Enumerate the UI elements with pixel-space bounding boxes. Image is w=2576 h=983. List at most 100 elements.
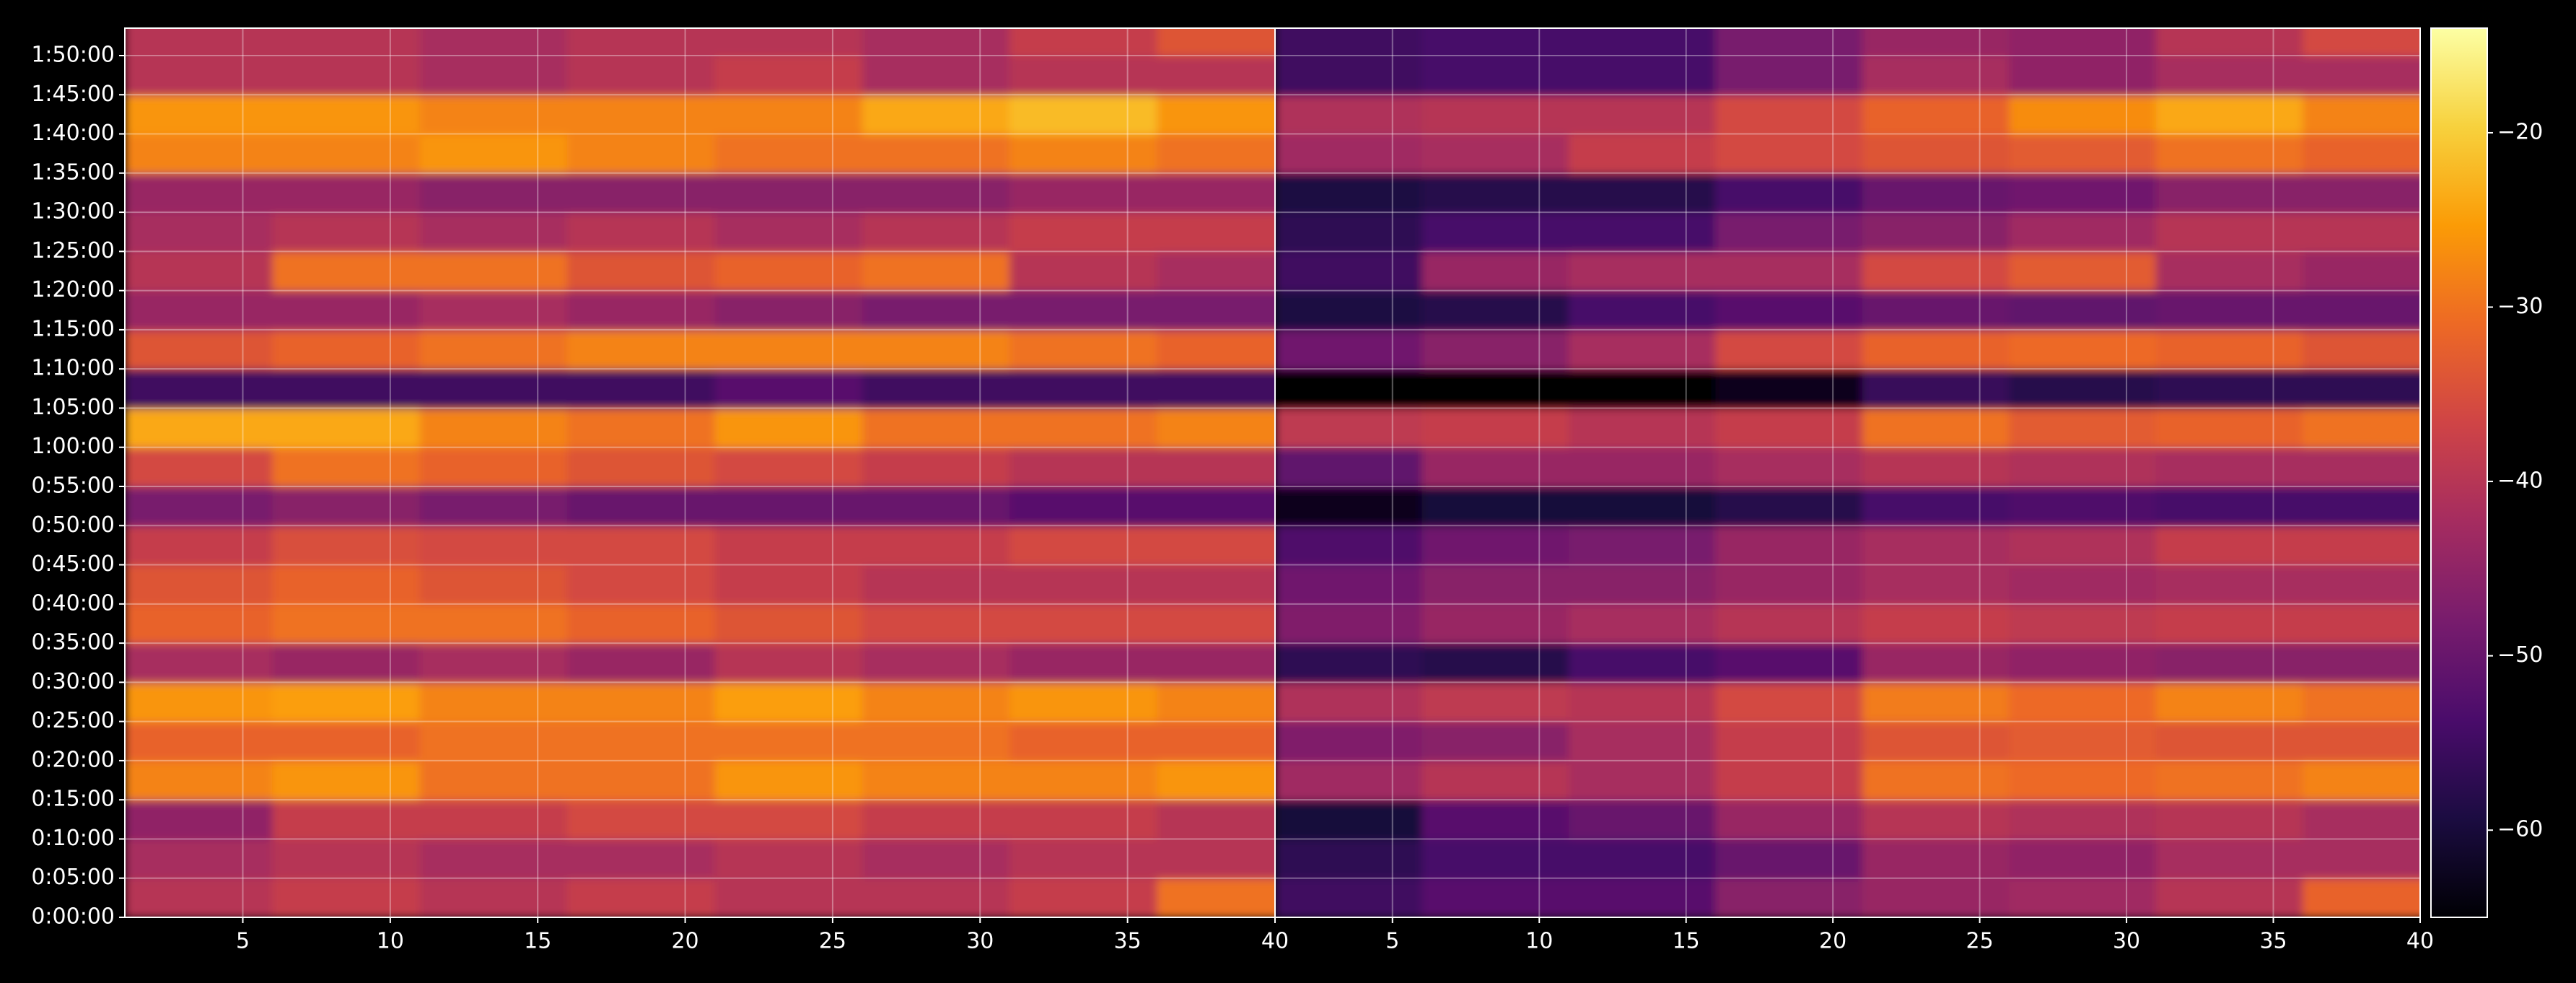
heatmap-cell bbox=[1157, 212, 1275, 253]
heatmap-cell bbox=[272, 134, 421, 174]
heatmap-cell bbox=[1715, 95, 1863, 135]
y-tick-label: 1:50:00 bbox=[31, 42, 115, 67]
x-tick-label: 30 bbox=[966, 929, 994, 954]
heatmap-cell bbox=[1157, 878, 1275, 917]
y-tick-label: 0:15:00 bbox=[31, 787, 115, 812]
heatmap-cell bbox=[1862, 134, 2010, 174]
heatmap-cell bbox=[1275, 682, 1423, 722]
heatmap-cell bbox=[714, 28, 863, 56]
heatmap-cell bbox=[714, 603, 863, 645]
heatmap-cell bbox=[567, 408, 716, 448]
heatmap-cell bbox=[1009, 760, 1158, 801]
heatmap-cell bbox=[2303, 55, 2420, 96]
heatmap-cell bbox=[1157, 760, 1275, 801]
x-tick-label: 10 bbox=[1525, 929, 1553, 954]
heatmap-cell bbox=[2303, 251, 2420, 292]
heatmap-cell bbox=[714, 95, 863, 135]
heatmap-cell bbox=[2303, 721, 2420, 761]
heatmap-cell bbox=[2303, 878, 2420, 917]
heatmap-cell bbox=[1157, 564, 1275, 605]
heatmap-cell bbox=[1715, 525, 1863, 566]
heatmap-cell bbox=[714, 760, 863, 801]
heatmap-cell bbox=[125, 603, 273, 645]
heatmap-cell bbox=[1715, 290, 1863, 331]
heatmap-cell bbox=[1715, 603, 1863, 645]
heatmap-cell bbox=[419, 251, 569, 292]
heatmap-cell bbox=[1715, 682, 1863, 722]
heatmap-cell bbox=[1275, 839, 1423, 879]
heatmap-cell bbox=[567, 800, 716, 840]
heatmap-cell bbox=[125, 134, 273, 174]
y-tick-label: 1:15:00 bbox=[31, 316, 115, 341]
heatmap-cell bbox=[1862, 172, 2010, 214]
heatmap-cell bbox=[2303, 408, 2420, 448]
heatmap-cell bbox=[2009, 525, 2157, 566]
heatmap-cell bbox=[1715, 329, 1863, 370]
heatmap-cell bbox=[1275, 760, 1423, 801]
heatmap-cell bbox=[1421, 682, 1569, 722]
heatmap-cell bbox=[2155, 95, 2304, 135]
heatmap-cell bbox=[1421, 564, 1569, 605]
heatmap-cell bbox=[862, 172, 1011, 214]
y-tick-label: 0:05:00 bbox=[31, 865, 115, 890]
heatmap-cell bbox=[125, 212, 273, 253]
heatmap-cell bbox=[2155, 212, 2304, 253]
heatmap-cell bbox=[419, 564, 569, 605]
heatmap-cell bbox=[2303, 290, 2420, 331]
heatmap-cell bbox=[1421, 251, 1569, 292]
heatmap-cell bbox=[1157, 486, 1275, 527]
heatmap-cell bbox=[862, 28, 1011, 56]
heatmap-cell bbox=[714, 643, 863, 683]
heatmap-cell bbox=[862, 95, 1011, 135]
heatmap-cell bbox=[1421, 290, 1569, 331]
heatmap-cell bbox=[1568, 447, 1717, 487]
heatmap-cell bbox=[272, 212, 421, 253]
heatmap-cell bbox=[862, 486, 1011, 527]
heatmap-cell bbox=[1421, 134, 1569, 174]
y-tick-label: 1:25:00 bbox=[31, 238, 115, 263]
heatmap-cell bbox=[1568, 760, 1717, 801]
heatmap-cell bbox=[1157, 447, 1275, 487]
heatmap-cell bbox=[714, 55, 863, 96]
heatmap-cell bbox=[1568, 603, 1717, 645]
heatmap-cell bbox=[714, 525, 863, 566]
heatmap-cell bbox=[2009, 28, 2157, 56]
heatmap-cell bbox=[1421, 525, 1569, 566]
y-tick-label: 1:35:00 bbox=[31, 160, 115, 185]
heatmap-cell bbox=[419, 643, 569, 683]
heatmap-cell bbox=[1421, 172, 1569, 214]
x-tick-label: 15 bbox=[524, 929, 551, 954]
heatmap-cell bbox=[2303, 28, 2420, 56]
heatmap-cell bbox=[714, 447, 863, 487]
heatmap-cell bbox=[125, 800, 273, 840]
heatmap-cell bbox=[714, 800, 863, 840]
heatmap-cell bbox=[2155, 369, 2304, 409]
x-tick-label: 35 bbox=[1114, 929, 1142, 954]
heatmap-cell bbox=[567, 839, 716, 879]
heatmap-cell bbox=[272, 329, 421, 370]
heatmap-cell bbox=[1421, 212, 1569, 253]
y-tick-label: 0:35:00 bbox=[31, 630, 115, 655]
heatmap-cell bbox=[567, 134, 716, 174]
heatmap-cell bbox=[125, 643, 273, 683]
heatmap-cell bbox=[567, 760, 716, 801]
heatmap-cell bbox=[2009, 839, 2157, 879]
heatmap-cell bbox=[1275, 721, 1423, 761]
heatmap-cell bbox=[1715, 878, 1863, 917]
y-tick-label: 0:45:00 bbox=[31, 551, 115, 577]
heatmap-cell bbox=[2303, 369, 2420, 409]
x-tick-label: 30 bbox=[2113, 929, 2140, 954]
heatmap-cell bbox=[2009, 95, 2157, 135]
heatmap-cell bbox=[862, 55, 1011, 96]
heatmap-cell bbox=[567, 447, 716, 487]
heatmap-cell bbox=[1421, 408, 1569, 448]
heatmap-cell bbox=[567, 329, 716, 370]
heatmap-cell bbox=[1862, 603, 2010, 645]
heatmap-cell bbox=[567, 603, 716, 645]
heatmap-cell bbox=[2155, 603, 2304, 645]
heatmap-cell bbox=[567, 878, 716, 917]
heatmap-cell bbox=[2009, 878, 2157, 917]
heatmap-cell bbox=[2155, 682, 2304, 722]
heatmap-cell bbox=[1568, 800, 1717, 840]
